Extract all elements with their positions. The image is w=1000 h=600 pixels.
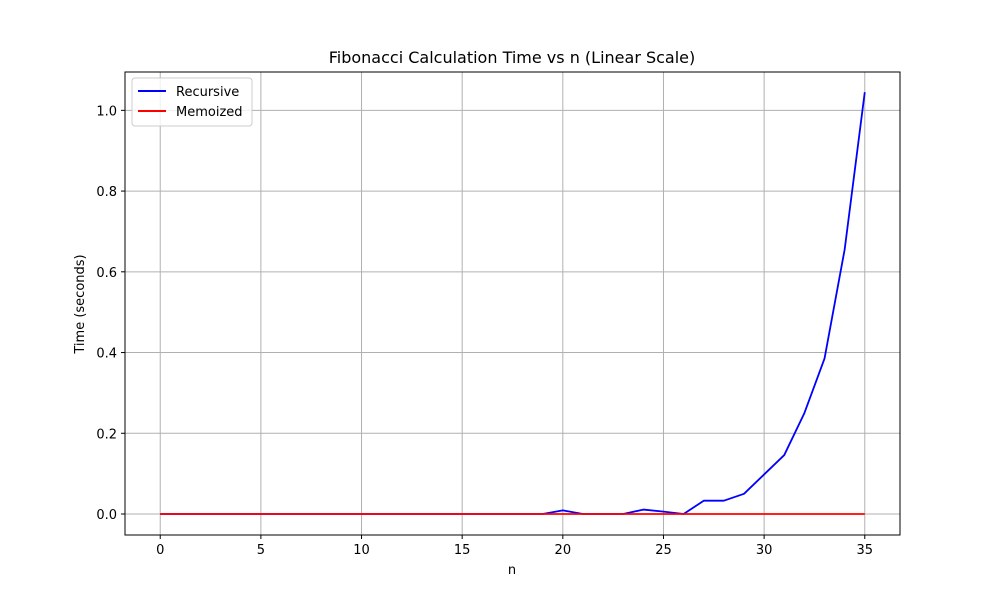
legend-label-recursive: Recursive: [176, 85, 239, 100]
x-axis-label: n: [508, 563, 516, 578]
x-tick-label: 25: [655, 543, 672, 558]
tick-layer: 0 5 10 15 20 25 30 35 0.0 0.2 0.4 0.6 0.8 1.0: [96, 104, 873, 558]
legend-label-memoized: Memoized: [176, 105, 243, 120]
x-tick-label: 5: [257, 543, 265, 558]
chart-title: Fibonacci Calculation Time vs n (Linear …: [329, 48, 696, 67]
y-tick-label: 0.4: [96, 347, 117, 362]
y-tick-label: 0.8: [96, 185, 117, 200]
x-tick-label: 10: [353, 543, 370, 558]
x-tick-label: 20: [555, 543, 572, 558]
y-tick-label: 0.6: [96, 266, 117, 281]
x-tick-label: 15: [454, 543, 471, 558]
x-tick-label: 30: [756, 543, 773, 558]
plot-frame: [124, 71, 901, 536]
legend: Recursive Memoized: [131, 77, 253, 127]
y-tick-label: 0.0: [96, 508, 117, 523]
y-tick-label: 0.2: [96, 427, 117, 442]
y-tick-label: 1.0: [96, 104, 117, 119]
x-tick-label: 35: [856, 543, 873, 558]
series-layer: [160, 92, 866, 515]
x-tick-label: 0: [156, 543, 164, 558]
y-axis-label: Time (seconds): [73, 254, 88, 354]
